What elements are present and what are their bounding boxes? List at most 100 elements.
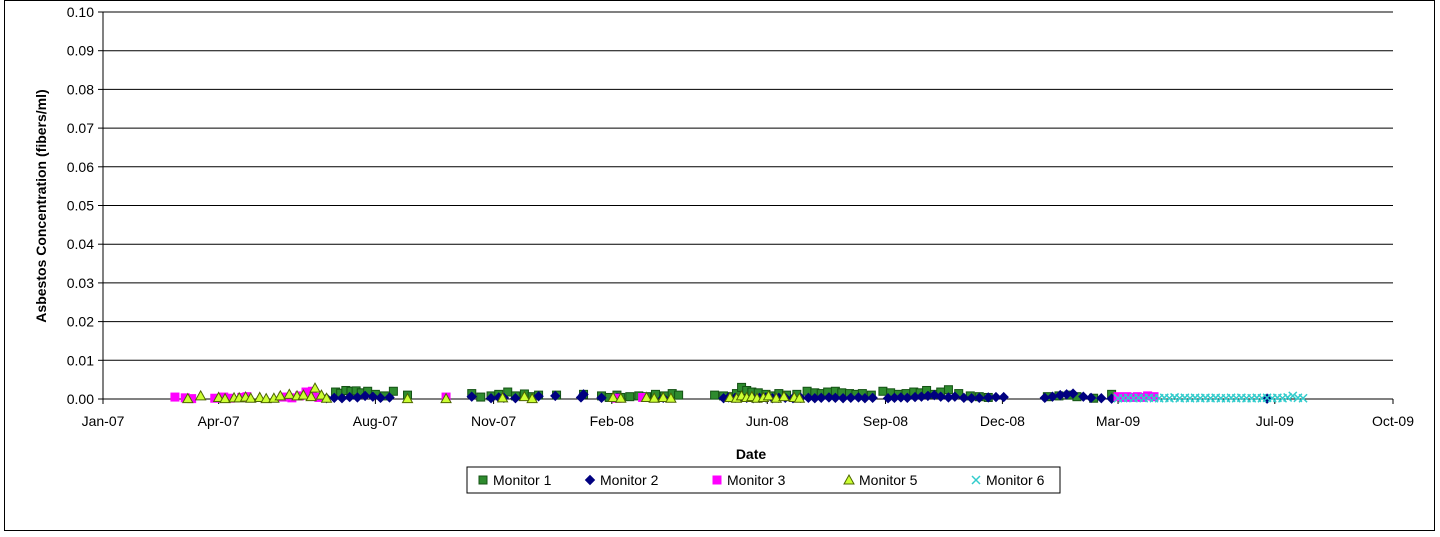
data-point xyxy=(315,389,328,400)
data-point xyxy=(359,390,371,402)
data-point xyxy=(859,393,871,404)
data-point xyxy=(219,392,231,404)
x-tick-label: Jun-08 xyxy=(746,413,789,429)
data-point xyxy=(309,382,321,393)
data-point xyxy=(401,392,414,404)
legend: Monitor 1 Monitor 2 Monitor 3 Monitor 5 Moni… xyxy=(466,466,1061,494)
y-tick-label: 0.03 xyxy=(67,275,94,291)
data-point xyxy=(212,391,225,402)
legend-label: Monitor 2 xyxy=(600,472,659,488)
legend-marker xyxy=(843,473,855,485)
x-tick-label: Nov-07 xyxy=(471,413,516,429)
data-point xyxy=(344,391,355,403)
y-tick-label: 0.08 xyxy=(67,81,94,97)
data-point xyxy=(793,392,806,403)
x-tick-label: Aug-07 xyxy=(353,413,398,429)
data-point xyxy=(1283,392,1293,402)
data-point xyxy=(526,392,538,404)
data-point xyxy=(724,391,736,402)
data-point xyxy=(625,392,635,402)
legend-marker xyxy=(584,474,596,486)
data-point xyxy=(533,391,544,402)
data-point xyxy=(762,389,775,401)
data-point xyxy=(388,386,398,396)
data-point xyxy=(867,392,878,404)
data-point xyxy=(485,393,497,404)
data-point xyxy=(518,390,531,402)
data-point xyxy=(283,388,296,399)
data-point xyxy=(297,389,310,400)
data-point xyxy=(170,392,180,402)
y-tick-label: 0.07 xyxy=(67,120,94,136)
data-point xyxy=(998,391,1009,403)
data-point xyxy=(710,390,720,400)
data-point xyxy=(1096,393,1107,404)
data-point xyxy=(1085,392,1097,404)
legend-label: Monitor 5 xyxy=(859,472,918,488)
data-point xyxy=(966,393,977,404)
y-tick-label: 0.01 xyxy=(67,352,94,368)
data-point xyxy=(614,392,627,403)
x-tick-label: Sep-08 xyxy=(863,413,908,429)
data-point xyxy=(845,392,856,404)
data-point xyxy=(823,392,835,403)
scatter-chart: 0.00 0.01 0.02 0.03 0.04 0.05 0.06 0.07 0.08 0.09… xyxy=(33,4,1414,494)
data-point xyxy=(274,389,287,401)
data-point xyxy=(949,391,961,402)
series-4 xyxy=(181,382,806,404)
data-point xyxy=(466,391,477,402)
series-5 xyxy=(1113,391,1308,403)
data-point xyxy=(320,392,333,403)
data-point xyxy=(674,390,684,400)
data-point xyxy=(830,392,841,404)
x-tick-label: Oct-09 xyxy=(1372,413,1414,429)
data-point xyxy=(657,391,670,402)
data-point xyxy=(648,392,661,403)
chart-frame: 0.00 0.01 0.02 0.03 0.04 0.05 0.06 0.07 0.08 0.09… xyxy=(4,0,1435,531)
x-tick-label: Dec-08 xyxy=(980,413,1025,429)
legend-marker xyxy=(478,475,488,485)
data-point xyxy=(367,391,379,402)
gridlines xyxy=(103,11,1393,400)
x-tick-label: Jul-09 xyxy=(1256,413,1294,429)
legend-label: Monitor 1 xyxy=(493,472,552,488)
x-axis-ticks: Jan-07 Apr-07 Aug-07 Nov-07 Feb-08 Jun-08 Sep-… xyxy=(82,399,1414,429)
data-point xyxy=(496,391,509,403)
data-point xyxy=(260,392,273,404)
data-point xyxy=(578,389,589,400)
data-point xyxy=(253,391,266,402)
data-point xyxy=(1298,393,1308,403)
data-point xyxy=(329,392,340,404)
data-point xyxy=(305,390,317,402)
y-tick-label: 0.05 xyxy=(67,198,94,214)
data-point xyxy=(770,392,783,403)
data-point xyxy=(803,392,814,404)
data-point xyxy=(778,390,790,402)
data-points xyxy=(170,382,1308,404)
y-tick-label: 0.04 xyxy=(67,236,94,252)
data-point xyxy=(837,393,849,404)
legend-marker xyxy=(712,475,722,485)
data-point xyxy=(244,392,257,403)
data-point xyxy=(983,392,994,403)
data-point xyxy=(665,392,677,403)
data-point xyxy=(640,391,653,402)
data-point xyxy=(902,392,913,404)
data-point xyxy=(935,391,946,402)
data-point xyxy=(181,392,194,404)
x-tick-label: Feb-08 xyxy=(590,413,635,429)
x-tick-label: Mar-09 xyxy=(1096,413,1141,429)
data-point xyxy=(878,386,888,396)
data-point xyxy=(607,391,619,402)
y-axis-title: Asbestos Concentration (fibers/ml) xyxy=(33,89,49,322)
data-point xyxy=(853,392,864,403)
data-point xyxy=(596,392,607,404)
data-point xyxy=(476,392,486,402)
data-point xyxy=(1078,391,1089,402)
data-point xyxy=(510,393,521,404)
data-point xyxy=(550,390,561,402)
data-point xyxy=(384,392,395,403)
data-point xyxy=(974,392,985,404)
legend-marker xyxy=(971,475,981,485)
y-axis-ticks: 0.00 0.01 0.02 0.03 0.04 0.05 0.06 0.07 0.08 0.09… xyxy=(67,4,103,407)
